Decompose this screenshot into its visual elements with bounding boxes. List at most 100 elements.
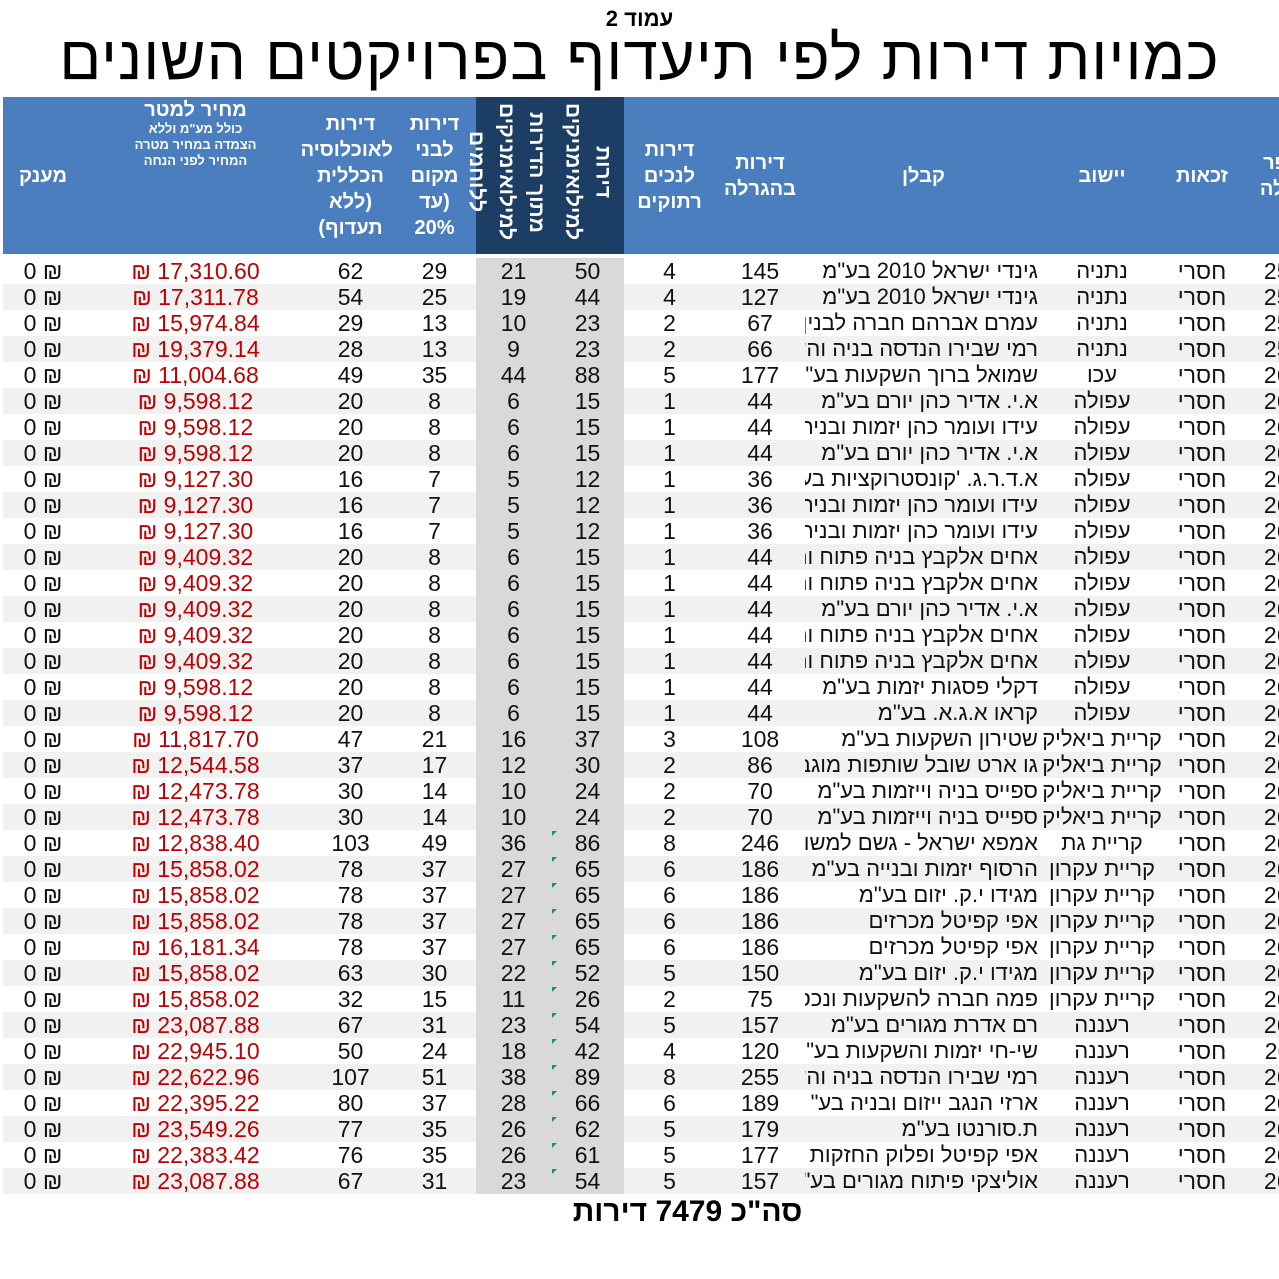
- cell-lottery-number: 2616: [1242, 622, 1279, 648]
- cell-lottery-number: 2617: [1242, 648, 1279, 674]
- cell-reservist-fighters: 44: [476, 362, 551, 388]
- cell-price-per-meter: ₪ 9,598.12: [83, 388, 308, 414]
- table-row: 2613חסריעפולהאחים אלקבץ בניה פתוח וה4411…: [3, 544, 1279, 570]
- cell-settlement: נתניה: [1042, 310, 1162, 336]
- cell-general: 20: [308, 544, 393, 570]
- cell-rights: חסרי: [1162, 1168, 1242, 1194]
- cell-reservists: 15: [551, 622, 624, 648]
- cell-settlement: רעננה: [1042, 1064, 1162, 1090]
- cell-locals: 37: [393, 908, 476, 934]
- cell-general: 78: [308, 934, 393, 960]
- cell-reservists: 66: [551, 1090, 624, 1116]
- cell-settlement: עפולה: [1042, 414, 1162, 440]
- cell-locals: 29: [393, 258, 476, 284]
- cell-locals: 13: [393, 310, 476, 336]
- cell-settlement: עפולה: [1042, 570, 1162, 596]
- cell-contractor: אפי קפיטל מכרזים: [805, 908, 1042, 934]
- cell-price-per-meter: ₪ 22,622.96: [83, 1064, 308, 1090]
- cell-contractor: שי-חי יזמות והשקעות בע": [805, 1038, 1042, 1064]
- cell-general: 107: [308, 1064, 393, 1090]
- cell-grant: ₪ 0: [3, 908, 83, 934]
- cell-apartments-in-lottery: 75: [715, 986, 805, 1012]
- cell-grant: ₪ 0: [3, 804, 83, 830]
- cell-price-per-meter: ₪ 23,087.88: [83, 1012, 308, 1038]
- cell-lottery-number: 2615: [1242, 596, 1279, 622]
- table-row: 2608חסרירעננהאפי קפיטל ופלוק החזקות17756…: [3, 1142, 1279, 1168]
- cell-rights: חסרי: [1162, 700, 1242, 726]
- cell-general: 29: [308, 310, 393, 336]
- cell-reservist-fighters: 5: [476, 492, 551, 518]
- cell-reservists: 54: [551, 1168, 624, 1194]
- cell-disabled: 5: [624, 960, 715, 986]
- cell-disabled: 2: [624, 778, 715, 804]
- cell-contractor: אחים אלקבץ בניה פתוח וה: [805, 622, 1042, 648]
- cell-reservist-fighters: 6: [476, 440, 551, 466]
- cell-general: 49: [308, 362, 393, 388]
- apartments-table: מספר הגרלה זכאות יישוב קבלן דירות בהגרלה…: [3, 97, 1279, 1194]
- cell-contractor: ספייס בניה וייזמות בע"מ: [805, 804, 1042, 830]
- table-row: 2615חסריעפולהא.י. אדיר כהן יורם בע"מ4411…: [3, 596, 1279, 622]
- cell-grant: ₪ 0: [3, 518, 83, 544]
- cell-reservists: 50: [551, 258, 624, 284]
- cell-locals: 8: [393, 596, 476, 622]
- cell-locals: 31: [393, 1168, 476, 1194]
- cell-apartments-in-lottery: 246: [715, 830, 805, 856]
- cell-price-per-meter: ₪ 17,311.78: [83, 284, 308, 310]
- cell-disabled: 1: [624, 466, 715, 492]
- cell-settlement: רעננה: [1042, 1038, 1162, 1064]
- cell-disabled: 1: [624, 440, 715, 466]
- cell-disabled: 6: [624, 856, 715, 882]
- cell-price-per-meter: ₪ 22,395.22: [83, 1090, 308, 1116]
- cell-lottery-number: 2612: [1242, 830, 1279, 856]
- cell-contractor: הרסוף יזמות ובנייה בע"מ: [805, 856, 1042, 882]
- cell-settlement: רעננה: [1042, 1168, 1162, 1194]
- cell-contractor: אפי קפיטל ופלוק החזקות: [805, 1142, 1042, 1168]
- cell-lottery-number: 2608: [1242, 1142, 1279, 1168]
- cell-apartments-in-lottery: 177: [715, 362, 805, 388]
- cell-disabled: 4: [624, 258, 715, 284]
- cell-rights: חסרי: [1162, 258, 1242, 284]
- cell-reservist-fighters: 26: [476, 1142, 551, 1168]
- header-price-main: מחיר למטר: [144, 99, 247, 121]
- cell-reservists: 30: [551, 752, 624, 778]
- table-row: 2619חסריעפולהקראו א.ג.א. בע"מ441156820₪ …: [3, 700, 1279, 726]
- cell-locals: 13: [393, 336, 476, 362]
- cell-contractor: רמי שבירו הנדסה בניה והש: [805, 1064, 1042, 1090]
- cell-rights: חסרי: [1162, 674, 1242, 700]
- cell-price-per-meter: ₪ 22,945.10: [83, 1038, 308, 1064]
- cell-locals: 8: [393, 700, 476, 726]
- cell-price-per-meter: ₪ 12,838.40: [83, 830, 308, 856]
- cell-locals: 8: [393, 544, 476, 570]
- cell-price-per-meter: ₪ 16,181.34: [83, 934, 308, 960]
- cell-reservist-fighters: 21: [476, 258, 551, 284]
- header-rights: זכאות: [1162, 97, 1242, 254]
- cell-settlement: קריית עקרון: [1042, 908, 1162, 934]
- cell-contractor: גינדי ישראל 2010 בע"מ: [805, 284, 1042, 310]
- cell-contractor: רמי שבירו הנדסה בניה והש: [805, 336, 1042, 362]
- header-reservist-fighters: מתוך הדירות למילואימניקים ללוחמים: [465, 97, 551, 254]
- cell-lottery-number: 2625: [1242, 518, 1279, 544]
- table-row: 2592חסרינתניהגינדי ישראל 2010 בע"מ127444…: [3, 284, 1279, 310]
- cell-reservists: 24: [551, 804, 624, 830]
- cell-reservists: 12: [551, 466, 624, 492]
- cell-disabled: 5: [624, 362, 715, 388]
- cell-reservists: 23: [551, 310, 624, 336]
- cell-price-per-meter: ₪ 9,127.30: [83, 466, 308, 492]
- cell-lottery-number: 2659: [1242, 934, 1279, 960]
- cell-reservist-fighters: 6: [476, 648, 551, 674]
- cell-general: 20: [308, 622, 393, 648]
- cell-apartments-in-lottery: 86: [715, 752, 805, 778]
- cell-grant: ₪ 0: [3, 700, 83, 726]
- cell-grant: ₪ 0: [3, 466, 83, 492]
- cell-lottery-number: 2656: [1242, 856, 1279, 882]
- cell-settlement: קריית ביאליק: [1042, 726, 1162, 752]
- cell-price-per-meter: ₪ 15,858.02: [83, 986, 308, 1012]
- cell-price-per-meter: ₪ 22,383.42: [83, 1142, 308, 1168]
- cell-grant: ₪ 0: [3, 310, 83, 336]
- cell-reservist-fighters: 6: [476, 596, 551, 622]
- cell-apartments-in-lottery: 150: [715, 960, 805, 986]
- cell-reservists: 62: [551, 1116, 624, 1142]
- cell-grant: ₪ 0: [3, 830, 83, 856]
- cell-grant: ₪ 0: [3, 752, 83, 778]
